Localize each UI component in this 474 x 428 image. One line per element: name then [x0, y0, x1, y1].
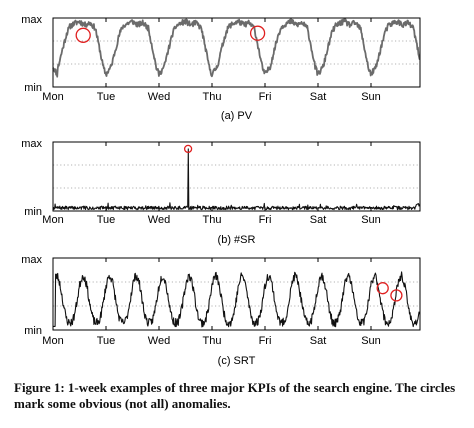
- series-line: [52, 17, 421, 78]
- panel-title: (b) #SR: [218, 234, 256, 246]
- y-label-max: max: [21, 14, 42, 26]
- x-tick-label: Sat: [310, 335, 327, 347]
- y-label-max: max: [21, 254, 42, 266]
- y-label-min: min: [24, 325, 42, 337]
- x-tick-label: Mon: [42, 91, 63, 103]
- y-label-min: min: [24, 82, 42, 94]
- x-tick-label: Sat: [310, 214, 327, 226]
- panel-title: (a) PV: [221, 110, 253, 122]
- x-tick-label: Thu: [203, 91, 222, 103]
- x-tick-label: Sun: [361, 91, 381, 103]
- plot-frame: [52, 257, 421, 331]
- x-tick-label: Mon: [42, 214, 63, 226]
- chart-panel-1: Mon Tue Wed Thu Fri Sat Sun max min (a) PV: [21, 14, 421, 122]
- x-tick-label: Wed: [148, 214, 170, 226]
- series-line: [52, 148, 421, 211]
- x-tick-label: Tue: [97, 91, 116, 103]
- plot-frame: [52, 141, 421, 212]
- anomaly-circle: [183, 144, 193, 154]
- x-tick-label: Thu: [203, 335, 222, 347]
- x-tick-label: Wed: [148, 91, 170, 103]
- x-tick-label: Tue: [97, 335, 116, 347]
- x-tick-label: Fri: [259, 214, 272, 226]
- figure-caption: Figure 1: 1-week examples of three major…: [14, 380, 456, 411]
- chart-panel-3: Mon Tue Wed Thu Fri Sat Sun max min (c) SRT: [21, 254, 421, 367]
- plot-frame: [52, 17, 421, 88]
- y-label-min: min: [24, 206, 42, 218]
- x-tick-label: Sat: [310, 91, 327, 103]
- x-tick-label: Mon: [42, 335, 63, 347]
- y-label-max: max: [21, 138, 42, 150]
- anomaly-circle: [75, 27, 91, 43]
- panel-title: (c) SRT: [218, 355, 256, 367]
- x-tick-label: Sun: [361, 214, 381, 226]
- x-tick-label: Fri: [259, 91, 272, 103]
- x-tick-label: Tue: [97, 214, 116, 226]
- x-tick-label: Wed: [148, 335, 170, 347]
- chart-panel-2: Mon Tue Wed Thu Fri Sat Sun max min (b) #SR: [21, 138, 421, 246]
- anomaly-circle: [376, 282, 389, 295]
- series-line: [52, 271, 421, 328]
- anomaly-circle: [249, 25, 266, 41]
- x-tick-label: Fri: [259, 335, 272, 347]
- anomaly-circle: [390, 289, 403, 302]
- x-tick-label: Sun: [361, 335, 381, 347]
- x-tick-label: Thu: [203, 214, 222, 226]
